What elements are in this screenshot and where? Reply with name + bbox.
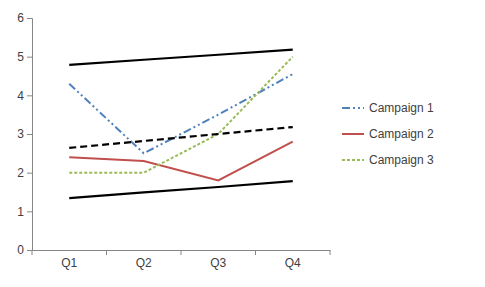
y-tick-label: 4 <box>17 89 24 103</box>
series-line <box>69 127 293 148</box>
y-tick-label: 0 <box>17 243 24 257</box>
x-boundary-tick <box>181 250 182 255</box>
x-tick-label: Q4 <box>285 256 301 270</box>
legend-item: Campaign 1 <box>342 101 434 115</box>
legend-swatch <box>342 133 364 135</box>
y-tick: 4 <box>17 89 32 103</box>
x-tick: Q3 <box>210 250 226 270</box>
x-boundary-tick <box>32 250 33 255</box>
legend: Campaign 1 Campaign 2 Campaign 3 <box>342 101 434 167</box>
y-tick-label: 3 <box>17 127 24 141</box>
y-tick-label: 5 <box>17 50 24 64</box>
series-group <box>69 50 293 198</box>
y-tick-mark <box>27 134 32 135</box>
y-tick: 2 <box>17 166 32 180</box>
y-tick-mark <box>27 95 32 96</box>
legend-swatch <box>342 107 364 109</box>
legend-swatch <box>342 159 364 161</box>
y-tick: 3 <box>17 127 32 141</box>
y-axis-line <box>27 19 33 251</box>
x-boundary-tick <box>106 250 107 255</box>
legend-label: Campaign 2 <box>369 127 434 141</box>
x-boundary-tick <box>255 250 256 255</box>
y-tick-mark <box>27 250 32 251</box>
x-tick: Q1 <box>61 250 77 270</box>
y-tick-label: 1 <box>17 205 24 219</box>
chart: 0123456Q1Q2Q3Q4Campaign 1Campaign 2Campa… <box>0 0 485 287</box>
x-boundary-ticks <box>32 250 330 255</box>
y-tick: 6 <box>17 11 32 25</box>
legend-item: Campaign 3 <box>342 153 434 167</box>
y-tick-mark <box>27 173 32 174</box>
y-tick-mark <box>27 18 32 19</box>
y-tick: 0 <box>17 243 32 257</box>
y-tick: 1 <box>17 205 32 219</box>
legend-label: Campaign 1 <box>369 101 434 115</box>
y-axis: 0 1 2 3 4 5 6 <box>17 11 32 257</box>
y-tick-label: 6 <box>17 11 24 25</box>
x-tick: Q2 <box>136 250 152 270</box>
x-tick-label: Q3 <box>210 256 226 270</box>
x-tick-label: Q2 <box>136 256 152 270</box>
series-line <box>69 57 293 173</box>
series-line <box>69 74 293 153</box>
x-tick: Q4 <box>285 250 301 270</box>
series-line <box>69 50 293 65</box>
y-tick-label: 2 <box>17 166 24 180</box>
legend-item: Campaign 2 <box>342 127 434 141</box>
y-tick-mark <box>27 57 32 58</box>
series-line <box>69 142 293 181</box>
y-tick: 5 <box>17 50 32 64</box>
series-line <box>69 181 293 198</box>
x-axis: Q1 Q2 Q3 Q4 <box>32 250 331 270</box>
legend-label: Campaign 3 <box>369 153 434 167</box>
y-tick-mark <box>27 211 32 212</box>
x-tick-label: Q1 <box>61 256 77 270</box>
plot-area: 0 1 2 3 4 5 6 Q1 Q2 Q3 Q4 <box>17 11 330 269</box>
x-boundary-tick <box>330 250 331 255</box>
